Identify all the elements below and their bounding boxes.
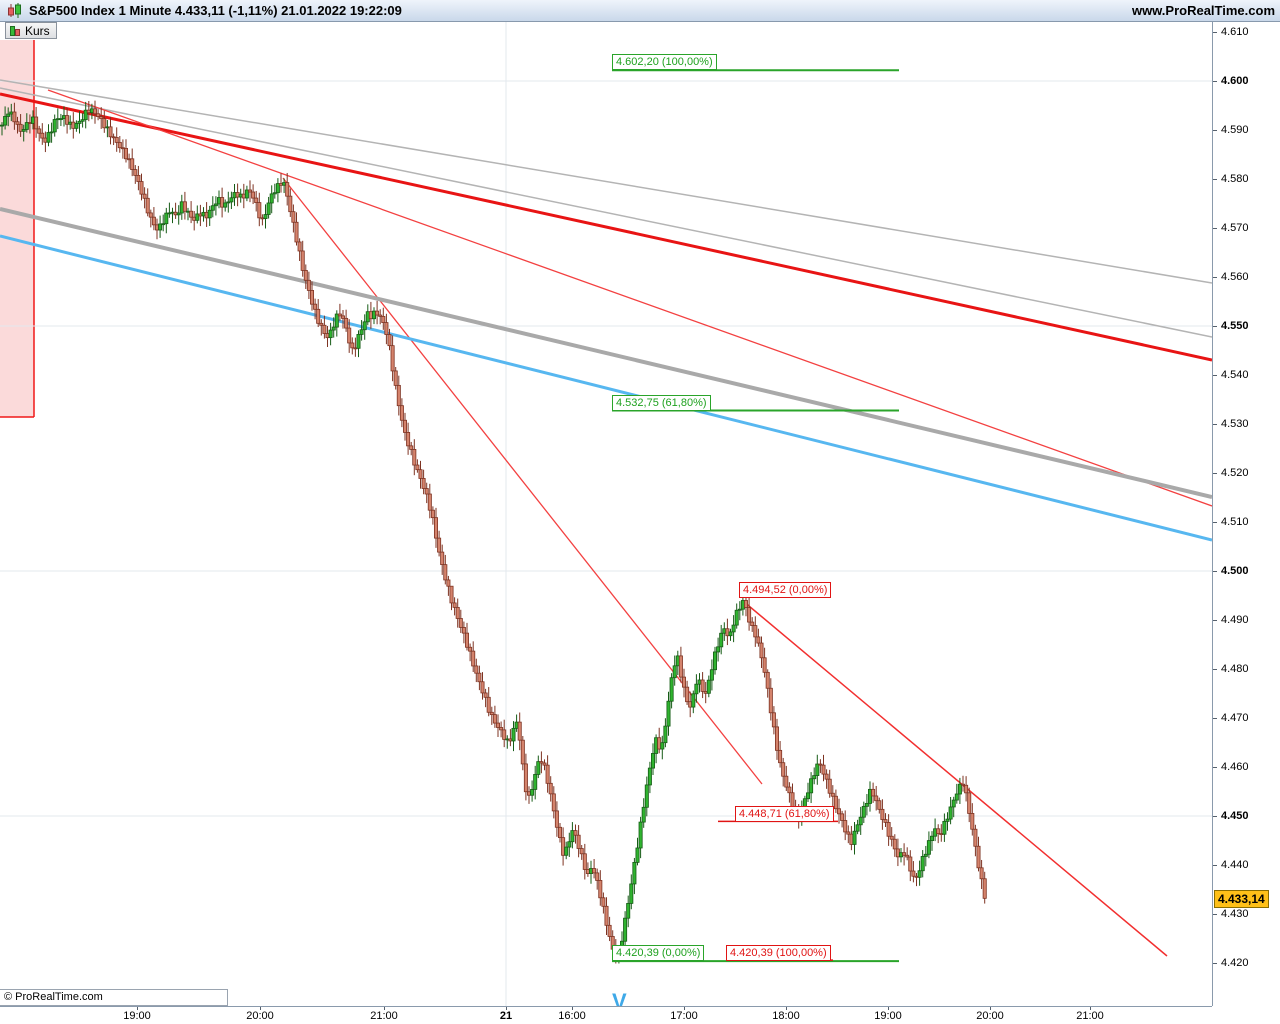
y-axis-tick: 4.570 <box>1213 222 1249 234</box>
chart-title: S&P500 Index 1 Minute 4.433,11 (-1,11%) … <box>29 3 402 18</box>
y-axis-tick: 4.470 <box>1213 712 1249 724</box>
candlestick-chart-icon <box>7 3 23 18</box>
channel-gray-lower[interactable] <box>0 87 1212 338</box>
y-axis-tick: 4.600 <box>1213 75 1249 87</box>
v-marker-icon[interactable]: V <box>612 989 627 1006</box>
time-axis[interactable]: 19:00 20:00 21:00 21 16:00 17:00 18:00 19:00 20:… <box>0 1006 1212 1024</box>
website-label: www.ProRealTime.com <box>1131 3 1275 18</box>
x-axis-tickmark <box>888 1007 889 1010</box>
copyright-watermark: © ProRealTime.com <box>0 989 228 1006</box>
trend-cyan[interactable] <box>0 234 1212 542</box>
last-price-badge: 4.433,14 <box>1214 889 1269 908</box>
x-axis-tickmark <box>684 1007 685 1010</box>
x-axis-label: 18:00 <box>772 1010 800 1022</box>
fib-label-red[interactable]: 4.448,71 (61,80%) <box>735 806 834 823</box>
trend-red-decline[interactable] <box>742 600 1168 957</box>
x-axis-label: 16:00 <box>558 1010 586 1022</box>
y-axis-tick: 4.480 <box>1213 663 1249 675</box>
x-axis-tickmark <box>384 1007 385 1010</box>
fib-label-red[interactable]: 4.494,52 (0,00%) <box>739 581 832 598</box>
x-axis-tickmark <box>137 1007 138 1010</box>
x-axis-label: 19:00 <box>874 1010 902 1022</box>
x-axis-label: 17:00 <box>670 1010 698 1022</box>
chart-plot-area[interactable]: V Kurs © ProRealTime.com 4.602,20 (100,0… <box>0 22 1212 1006</box>
trend-red-fan[interactable] <box>47 89 1212 507</box>
y-axis-tick: 4.430 <box>1213 908 1249 920</box>
y-axis-tick: 4.540 <box>1213 369 1249 381</box>
y-axis-tick: 4.560 <box>1213 271 1249 283</box>
y-axis-tick: 4.460 <box>1213 761 1249 773</box>
trend-red-major[interactable] <box>0 92 1212 362</box>
y-axis-tick: 4.580 <box>1213 173 1249 185</box>
y-axis-tick: 4.450 <box>1213 810 1249 822</box>
x-axis-label: 20:00 <box>246 1010 274 1022</box>
price-series-icon <box>10 25 21 36</box>
fib-label-green[interactable]: 4.420,39 (0,00%) <box>612 945 705 962</box>
candles <box>0 100 987 964</box>
x-axis-tickmark <box>506 1007 507 1010</box>
x-axis-tickmark <box>572 1007 573 1010</box>
fib-label-green[interactable]: 4.532,75 (61,80%) <box>612 394 711 411</box>
x-axis-label: 21:00 <box>1076 1010 1104 1022</box>
x-axis-label: 21 <box>499 1010 513 1022</box>
y-axis-tick: 4.420 <box>1213 957 1249 969</box>
price-axis[interactable]: 4.433,14 4.610 4.600 4.590 4.580 4.570 4.560 4… <box>1212 22 1280 1006</box>
y-axis-tick: 4.500 <box>1213 565 1249 577</box>
x-axis-label: 20:00 <box>976 1010 1004 1022</box>
chart-canvas[interactable]: V <box>0 22 1212 1006</box>
y-axis-tick: 4.520 <box>1213 467 1249 479</box>
trend-gray-thick[interactable] <box>0 207 1212 499</box>
tab-kurs-label: Kurs <box>25 23 50 38</box>
y-axis-tick: 4.510 <box>1213 516 1249 528</box>
x-axis-tickmark <box>260 1007 261 1010</box>
axis-corner <box>1212 1006 1280 1024</box>
highlight-zone[interactable] <box>0 40 34 417</box>
channel-gray-upper[interactable] <box>0 79 1212 284</box>
y-axis-tick: 4.610 <box>1213 26 1249 38</box>
title-bar: S&P500 Index 1 Minute 4.433,11 (-1,11%) … <box>0 0 1280 22</box>
y-axis-tick: 4.440 <box>1213 859 1249 871</box>
y-axis-tick: 4.590 <box>1213 124 1249 136</box>
y-axis-tick: 4.550 <box>1213 320 1249 332</box>
x-axis-tickmark <box>990 1007 991 1010</box>
y-axis-tick: 4.490 <box>1213 614 1249 626</box>
fib-label-red[interactable]: 4.420,39 (100,00%) <box>726 945 831 962</box>
x-axis-tickmark <box>1090 1007 1091 1010</box>
x-axis-label: 19:00 <box>123 1010 151 1022</box>
y-axis-tick: 4.530 <box>1213 418 1249 430</box>
fib-label-green[interactable]: 4.602,20 (100,00%) <box>612 54 717 71</box>
x-axis-label: 21:00 <box>370 1010 398 1022</box>
tab-kurs[interactable]: Kurs <box>5 22 57 39</box>
x-axis-tickmark <box>786 1007 787 1010</box>
